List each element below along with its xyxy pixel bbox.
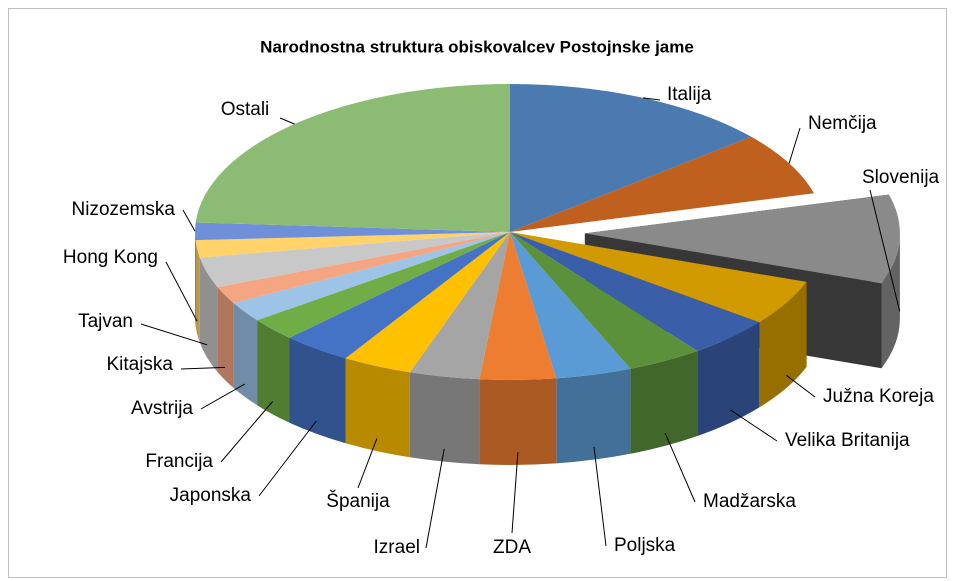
slice-side [289,337,346,444]
leader-line [180,366,226,370]
slice [510,83,752,232]
slice-label: Izrael [374,537,420,558]
labels: Italija Nemčija Slovenija Južna Koreja Velik… [63,84,940,558]
slice-side [479,378,557,466]
leader-line [786,374,816,398]
slice [510,136,814,232]
slice-side [409,372,480,465]
leader-line [165,261,198,322]
slice-side [630,351,698,454]
leader-line [182,209,196,232]
pie [195,83,900,466]
leader-line [279,117,295,125]
slice-side [759,281,807,408]
slice-side [217,287,234,388]
slice [510,232,698,369]
leader-line [511,452,519,534]
leader-line [200,383,245,410]
slice-side [233,303,258,406]
slice [345,232,510,373]
slice [409,232,510,380]
leader-line [869,189,901,312]
slice-label: Tajvan [78,311,133,332]
slice [217,232,510,303]
slice [479,232,557,381]
slice-label: Francija [145,451,213,472]
slice-label: Poljska [614,535,676,556]
slice-side [195,240,200,343]
slice-label: Japonska [170,485,252,506]
slice-side [881,233,900,369]
slice [510,232,807,323]
slice [510,232,760,351]
slice-label: Ostali [221,99,270,120]
slice [584,194,900,284]
leader-line [593,446,607,547]
slice [257,232,510,338]
leader-line [258,420,317,497]
slice-label: Južna Koreja [823,386,934,407]
slice [289,232,510,359]
leader-line [220,401,273,463]
leader-line [425,448,445,549]
slice [510,232,631,379]
slice [199,232,511,288]
slice-label: Avstrija [131,398,193,419]
slice-label: Nemčija [808,113,877,134]
slice-label: Hong Kong [63,247,158,268]
slice-side [345,358,410,458]
slice-side [257,320,290,423]
slice-label: Velika Britanija [785,430,910,451]
slice [233,232,510,321]
leader-line [788,127,801,164]
slice-side [195,232,196,326]
leader-line [643,97,661,101]
slice [195,222,511,241]
chart-title: Narodnostna struktura obiskovalcev Posto… [260,37,694,56]
slice-label: Kitajska [106,354,173,375]
leader-line [357,438,378,489]
slice-label: ZDA [493,537,531,558]
slice-side [697,322,760,436]
slice [195,84,510,232]
slice-label: Madžarska [703,491,796,512]
slice-label: Španija [326,490,390,512]
slice-side [556,368,631,464]
leader-line [730,409,778,442]
leader-line [664,432,696,503]
slice-label: Slovenija [862,167,940,188]
leader-line [140,323,208,346]
slice [195,232,510,258]
slice-label: Italija [667,84,712,105]
slice-label: Nizozemska [72,199,176,220]
